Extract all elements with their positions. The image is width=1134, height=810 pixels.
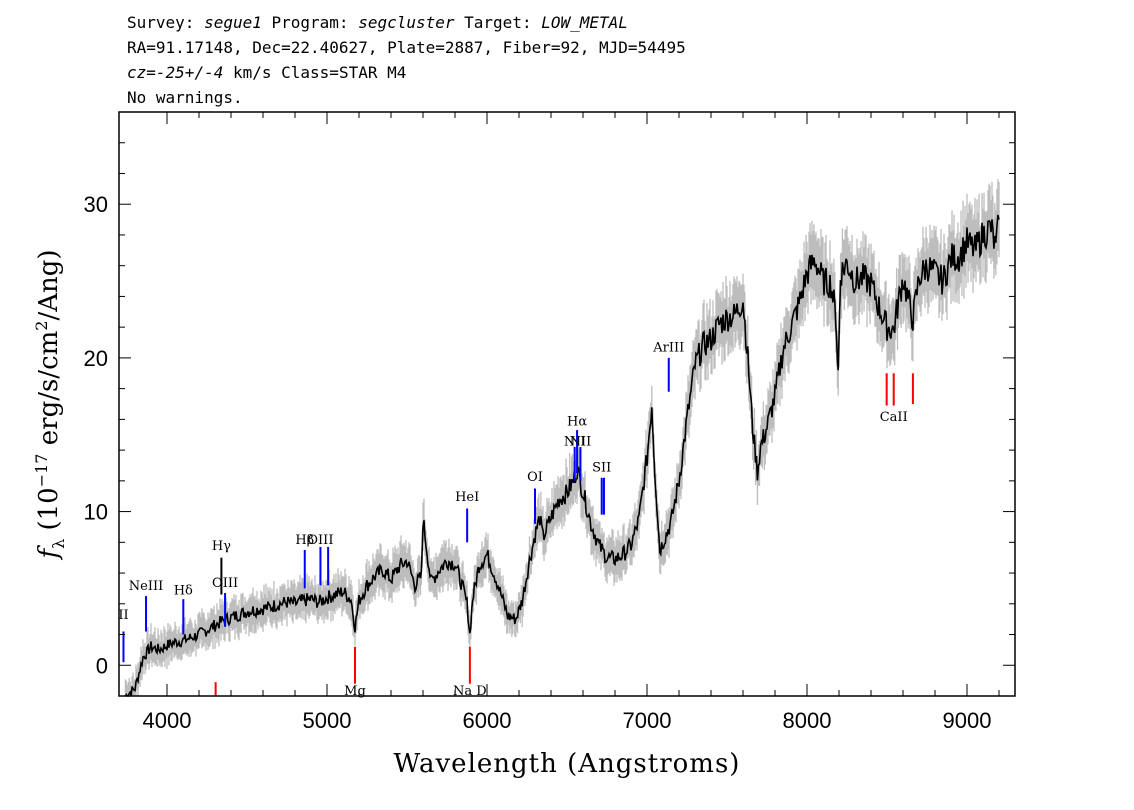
cz-label: cz= [127, 63, 156, 82]
line-label-11: Hα [567, 415, 587, 430]
flux-series [124, 214, 1000, 697]
y-tick-label: 0 [96, 653, 108, 678]
cz-value: -25+/-4 [155, 63, 224, 82]
line-label-2: Hδ [174, 584, 193, 599]
survey-label: Survey: [127, 13, 205, 32]
line-label-20: CaII [880, 410, 908, 425]
y-axis-title: fλ (10−17 erg/s/cm2/Ang) [32, 249, 68, 560]
title-line-3: cz=-25+/-4 km/s Class=STAR M4 [127, 63, 406, 82]
target-label: Target: [454, 13, 542, 32]
survey-value: segue1 [204, 13, 262, 32]
x-tick-label: 7000 [623, 708, 672, 733]
x-tick-label: 5000 [303, 708, 352, 733]
axis-ticks: 4000 5000 6000 7000 8000 9000 0 10 20 30 [84, 112, 1015, 733]
program-label: Program: [261, 13, 359, 32]
target-value: LOW_METAL [541, 13, 628, 32]
line-label-8: HeI [455, 490, 479, 505]
x-tick-label: 6000 [463, 708, 512, 733]
plot-frame [118, 111, 1016, 697]
title-line-2: RA=91.17148, Dec=22.40627, Plate=2887, F… [127, 38, 686, 57]
program-value: segcluster [358, 13, 455, 32]
line-label-15: ArIII [652, 341, 684, 356]
x-tick-label: 9000 [943, 708, 992, 733]
line-label-13: SII [592, 461, 611, 476]
x-tick-label: 4000 [143, 708, 192, 733]
line-label-5: Hβ [295, 533, 314, 548]
y-tick-label: 20 [84, 346, 108, 371]
line-label-3: Hγ [212, 539, 231, 554]
line-label-12: NII [570, 434, 592, 449]
line-label-4: OIII [212, 576, 238, 591]
line-label-6: OIII [307, 533, 333, 548]
line-label-1: NeIII [129, 579, 163, 594]
line-label-10: NII [564, 434, 586, 449]
line-label-9: OI [527, 470, 543, 485]
y-tick-label: 10 [84, 500, 108, 525]
line-label-0: II [118, 608, 128, 623]
y-tick-label: 30 [84, 192, 108, 217]
title-line-4: No warnings. [127, 88, 243, 107]
cz-rest: km/s Class=STAR M4 [223, 63, 407, 82]
x-tick-label: 8000 [783, 708, 832, 733]
x-axis-title: Wavelength (Angstroms) [394, 749, 741, 779]
flux-line [124, 214, 1000, 697]
title-line-1: Survey: segue1 Program: segcluster Targe… [127, 13, 628, 32]
